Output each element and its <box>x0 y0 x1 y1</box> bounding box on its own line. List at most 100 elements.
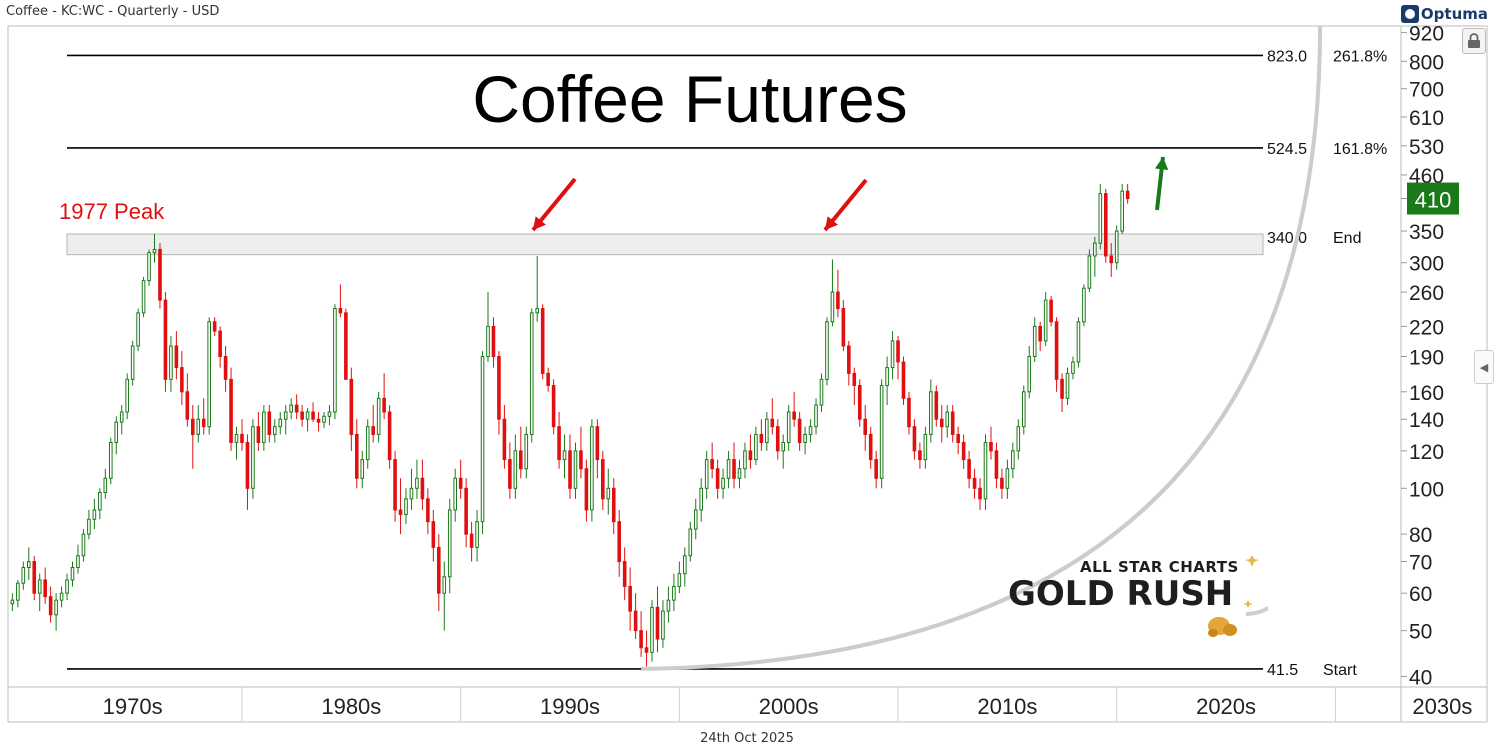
candle-body <box>240 433 244 443</box>
candle-body <box>584 468 589 511</box>
candle-body <box>721 477 725 489</box>
y-tick-label: 610 <box>1409 107 1444 130</box>
candle-body <box>333 308 337 413</box>
red-arrow-1993-head <box>533 216 546 230</box>
x-tick-label: 2020s <box>1196 694 1256 719</box>
candle-body <box>633 610 638 632</box>
candle-body <box>579 450 583 470</box>
candle-body <box>814 404 818 428</box>
candle-body <box>836 291 840 310</box>
candle-body <box>354 433 359 479</box>
y-tick-label: 260 <box>1409 282 1444 305</box>
candle-body <box>382 397 386 413</box>
candle-body <box>37 579 42 594</box>
candle-body <box>32 561 37 594</box>
candle-body <box>196 418 201 435</box>
candle-body <box>841 308 846 347</box>
candle-body <box>103 477 108 493</box>
candle-body <box>338 308 343 314</box>
candle-body <box>611 487 616 523</box>
level-value-label: 340.0 <box>1267 230 1307 247</box>
candle-body <box>119 411 124 423</box>
candle-body <box>956 433 960 443</box>
lock-button[interactable] <box>1462 28 1486 54</box>
growth-curve <box>641 25 1323 671</box>
candle-body <box>54 599 58 616</box>
candle-body <box>108 441 113 479</box>
candle-body <box>540 308 545 374</box>
candle-body <box>190 418 195 435</box>
candle-body <box>311 411 315 420</box>
y-tick-label: 160 <box>1409 382 1444 405</box>
candle-body <box>158 248 162 301</box>
candle-body <box>480 356 485 523</box>
candle-body <box>1114 230 1119 264</box>
x-tick-label: 1970s <box>103 694 163 719</box>
candle-body <box>961 441 966 461</box>
candle-body <box>661 610 665 640</box>
candle-body <box>256 426 261 443</box>
candle-body <box>732 459 736 479</box>
optuma-logo-text: Optuma <box>1420 5 1488 23</box>
resistance-zone <box>66 233 1264 256</box>
candle-body <box>546 372 550 386</box>
candle-body <box>639 630 643 649</box>
candle-body <box>699 487 704 511</box>
candle-body <box>1071 361 1075 374</box>
candle-body <box>923 433 928 461</box>
candle-body <box>644 647 649 653</box>
x-tick-label: 2030s <box>1412 694 1472 719</box>
candle-body <box>365 426 370 461</box>
candle-body <box>420 477 425 500</box>
candle-body <box>775 426 780 452</box>
candle-body <box>223 356 228 380</box>
candle-body <box>666 599 671 612</box>
level-ratio-label: 161.8% <box>1333 141 1387 158</box>
candle-body <box>573 450 578 489</box>
candle-body <box>535 308 540 314</box>
candle-body <box>950 411 955 435</box>
candle-body <box>278 418 283 428</box>
candle-body <box>26 561 31 569</box>
candle-body <box>677 573 682 587</box>
y-tick-label: 190 <box>1409 347 1444 370</box>
candle-body <box>92 509 97 520</box>
footer-date: 24th Oct 2025 <box>700 731 794 746</box>
y-tick-label: 140 <box>1409 409 1444 432</box>
candle-body <box>1087 255 1092 289</box>
y-tick-label: 700 <box>1409 79 1444 102</box>
candle-body <box>759 433 764 443</box>
candle-body <box>130 345 135 380</box>
brand-line1: ALL STAR CHARTS <box>1080 558 1239 576</box>
y-tick-label: 120 <box>1409 441 1444 464</box>
y-tick-label: 530 <box>1409 136 1444 159</box>
candle-body <box>300 411 304 420</box>
candle-body <box>945 411 950 428</box>
candle-body <box>896 340 900 363</box>
candle-body <box>98 491 102 511</box>
candle-body <box>16 582 20 601</box>
green-arrow-up-head <box>1154 157 1169 170</box>
candle-body <box>1076 321 1081 363</box>
candle-body <box>486 325 490 358</box>
candle-body <box>431 521 436 548</box>
chart-header: Coffee - KC:WC - Quarterly - USD <box>6 4 220 19</box>
candle-body <box>847 345 851 374</box>
last-price-label: 410 <box>1415 188 1452 213</box>
candle-body <box>426 498 430 523</box>
candle-body <box>491 325 496 358</box>
candle-body <box>562 450 567 461</box>
chevron-left-icon: ◀ <box>1479 360 1489 374</box>
panel-collapse-button[interactable]: ◀ <box>1474 350 1494 384</box>
candle-body <box>114 421 119 443</box>
y-tick-label: 100 <box>1409 478 1444 501</box>
candle-body <box>251 426 255 489</box>
candle-body <box>595 426 600 461</box>
candle-body <box>1043 299 1048 342</box>
x-tick-label: 2010s <box>977 694 1037 719</box>
candle-body <box>513 450 518 489</box>
candle-body <box>447 509 452 578</box>
candle-body <box>70 567 75 581</box>
candle-body <box>59 592 64 601</box>
candle-body <box>857 384 862 420</box>
